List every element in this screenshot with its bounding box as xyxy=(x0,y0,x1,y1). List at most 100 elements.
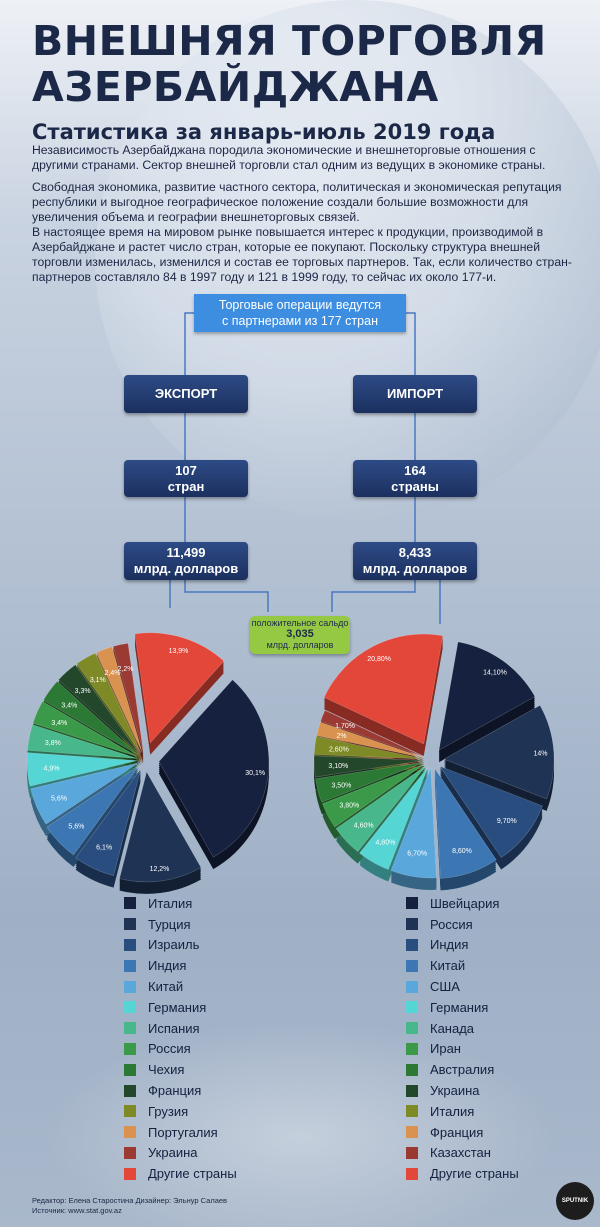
export-legend-item: Португалия xyxy=(124,1122,237,1143)
export-legend-item: Россия xyxy=(124,1039,237,1060)
import-legend-swatch xyxy=(406,1042,418,1055)
partners-box: Торговые операции ведутся с партнерами и… xyxy=(194,294,406,332)
saldo-line-1: положительное сальдо xyxy=(251,618,349,628)
import-legend-label: Австралия xyxy=(430,1062,495,1078)
import-legend-label: Китай xyxy=(430,958,466,974)
import-slice-label: 20,80% xyxy=(367,656,391,663)
export-legend-swatch xyxy=(124,959,136,972)
import-legend-swatch xyxy=(406,980,418,993)
export-legend-item: Чехия xyxy=(124,1059,237,1080)
import-legend-item: Швейцария xyxy=(406,893,519,914)
import-countries-unit: страны xyxy=(391,479,439,494)
import-legend-label: Италия xyxy=(430,1103,475,1119)
export-countries-value: 107 xyxy=(175,463,197,478)
export-legend-swatch xyxy=(124,1167,136,1180)
import-slice-label: 3,80% xyxy=(339,802,359,809)
export-slice-label: 13,9% xyxy=(169,648,189,655)
export-slice-label: 3,3% xyxy=(75,688,91,695)
flow-connectors xyxy=(169,312,441,624)
export-slice xyxy=(30,762,138,825)
import-legend-swatch xyxy=(406,918,418,931)
export-slice-label: 5,6% xyxy=(68,824,84,831)
export-slice xyxy=(134,632,225,744)
import-slice xyxy=(434,767,497,879)
export-legend-label: Италия xyxy=(148,895,193,911)
export-legend-swatch xyxy=(124,980,136,993)
handshake-background xyxy=(0,1000,600,1227)
import-slice-label: 9,70% xyxy=(497,818,517,825)
import-slice xyxy=(322,763,426,828)
import-amount-box: 8,433 млрд. долларов xyxy=(353,542,477,580)
export-slice xyxy=(112,642,144,753)
export-legend-label: Чехия xyxy=(148,1062,185,1078)
export-legend-item: Китай xyxy=(124,976,237,997)
import-countries-box: 164 страны xyxy=(353,460,477,497)
export-box: ЭКСПОРТ xyxy=(124,375,248,413)
export-amount-value: 11,499 xyxy=(166,545,206,560)
export-countries-unit: стран xyxy=(167,479,205,494)
import-legend-swatch xyxy=(406,1001,418,1014)
import-legend-item: Италия xyxy=(406,1101,519,1122)
export-legend-item: Турция xyxy=(124,914,237,935)
export-legend-label: Испания xyxy=(148,1020,200,1036)
export-slice-label: 3,4% xyxy=(61,703,77,710)
intro-paragraph-2: Свободная экономика, развитие частного с… xyxy=(32,180,562,224)
export-legend-label: Германия xyxy=(148,999,207,1015)
import-legend-item: Германия xyxy=(406,997,519,1018)
export-slice-label: 3,1% xyxy=(90,677,106,684)
credits: Редактор: Елена Старостина Дизайнер: Эль… xyxy=(32,1196,227,1216)
export-slice xyxy=(96,646,143,753)
export-legend: Италия Турция Израиль Индия Китай Германия Исп… xyxy=(124,893,237,1184)
export-slice xyxy=(57,664,140,755)
export-slice xyxy=(46,765,139,856)
import-slice-label: 3,50% xyxy=(331,782,351,789)
import-slice xyxy=(313,736,425,760)
export-legend-label: Индия xyxy=(148,958,187,974)
import-slice xyxy=(443,704,555,800)
export-slice xyxy=(26,752,138,787)
partners-line-2: с партнерами из 177 стран xyxy=(222,314,378,328)
export-legend-label: Израиль xyxy=(148,937,200,953)
export-countries-box: 107 стран xyxy=(124,460,248,497)
export-slice xyxy=(158,679,270,858)
import-legend-item: Россия xyxy=(406,914,519,935)
saldo-badge: положительное сальдо 3,035 млрд. долларо… xyxy=(250,616,350,654)
import-legend-item: Казахстан xyxy=(406,1143,519,1164)
import-label: ИМПОРТ xyxy=(386,386,444,401)
saldo-value: 3,035 xyxy=(286,628,314,640)
export-slice-label: 5,6% xyxy=(51,795,67,802)
page-subtitle: Статистика за январь-июль 2019 года xyxy=(32,120,496,144)
import-legend: Швейцария Россия Индия Китай США Германия Кана… xyxy=(406,893,519,1184)
export-legend-item: Другие страны xyxy=(124,1163,237,1184)
import-slice-label: 14,10% xyxy=(483,669,507,676)
import-legend-label: США xyxy=(430,979,460,995)
export-slice-label: 12,2% xyxy=(150,866,170,873)
import-legend-label: Украина xyxy=(430,1083,480,1099)
import-legend-label: Швейцария xyxy=(430,895,500,911)
import-slice xyxy=(390,767,437,879)
export-legend-label: Другие страны xyxy=(148,1166,237,1182)
export-legend-swatch xyxy=(124,1063,136,1076)
export-legend-swatch xyxy=(124,1001,136,1014)
export-legend-item: Израиль xyxy=(124,935,237,956)
import-legend-swatch xyxy=(406,1084,418,1097)
export-legend-swatch xyxy=(124,938,136,951)
export-legend-swatch xyxy=(124,1126,136,1139)
import-slice xyxy=(313,755,425,778)
globe-background xyxy=(95,0,600,520)
import-slice xyxy=(438,641,536,751)
export-legend-swatch xyxy=(124,1022,136,1035)
export-legend-swatch xyxy=(124,918,136,931)
import-slice xyxy=(359,766,429,870)
export-slice-label: 2,2% xyxy=(118,666,134,673)
page-title: ВНЕШНЯЯ ТОРГОВЛЯ АЗЕРБАЙДЖАНА xyxy=(32,17,547,111)
import-slice xyxy=(316,721,425,759)
import-slice-label: 6,70% xyxy=(407,851,427,858)
import-box: ИМПОРТ xyxy=(353,375,477,413)
export-slice xyxy=(119,771,202,883)
import-legend-swatch xyxy=(406,1167,418,1180)
export-slice xyxy=(27,724,138,759)
import-legend-item: Иран xyxy=(406,1039,519,1060)
import-legend-label: Индия xyxy=(430,937,469,953)
export-legend-swatch xyxy=(124,1146,136,1159)
